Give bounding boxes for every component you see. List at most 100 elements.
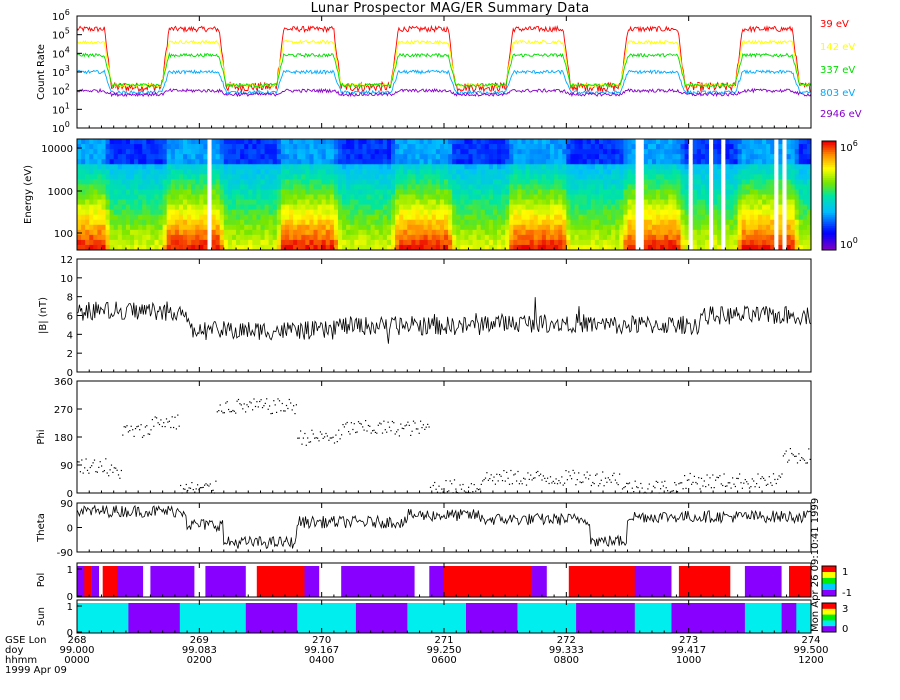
spectrogram-cell xyxy=(399,239,404,246)
phi-point xyxy=(705,486,707,488)
spectrogram-cell xyxy=(782,164,787,170)
spectrogram-cell xyxy=(252,234,257,241)
spectrogram-cell xyxy=(199,149,204,155)
spectrogram-cell xyxy=(138,174,143,180)
phi-point xyxy=(129,430,131,432)
spectrogram-cell xyxy=(415,214,420,221)
spectrogram-cell xyxy=(709,239,714,246)
spectrogram-cell xyxy=(729,139,734,145)
spectrogram-cell xyxy=(488,234,494,241)
phi-point xyxy=(682,488,684,490)
spectrogram-cell xyxy=(419,199,425,205)
spectrogram-cell xyxy=(656,139,661,145)
spectrogram-cell xyxy=(721,234,726,241)
phi-point xyxy=(627,483,629,485)
spectrogram-cell xyxy=(227,204,233,211)
spectrogram-cell xyxy=(117,234,123,241)
spectrogram-cell xyxy=(615,149,620,155)
spectrogram-cell xyxy=(276,149,282,155)
spectrogram-cell xyxy=(545,194,551,200)
spectrogram-cell xyxy=(562,224,567,231)
spectrogram-cell xyxy=(562,159,567,165)
spectrogram-cell xyxy=(439,144,445,150)
spectrogram-cell xyxy=(256,159,261,165)
phi-point xyxy=(566,479,568,481)
phi-point xyxy=(710,487,712,489)
spectrogram-cell xyxy=(305,154,310,160)
spectrogram-cell xyxy=(680,214,685,221)
spectrogram-cell xyxy=(293,184,298,190)
spectrogram-cell xyxy=(166,184,172,190)
spectrogram-cell xyxy=(631,154,637,160)
spectrogram-cell xyxy=(770,209,775,216)
spectrogram-cell xyxy=(688,169,694,175)
spectrogram-cell xyxy=(766,164,771,170)
spectrogram-cell xyxy=(313,224,318,231)
spectrogram-cell xyxy=(448,144,453,150)
spectrogram-cell xyxy=(541,149,547,155)
phi-point xyxy=(216,411,218,413)
phi-point xyxy=(501,480,504,482)
spectrogram-cell xyxy=(187,199,192,205)
polarity-panel-segment xyxy=(205,566,247,597)
spectrogram-cell xyxy=(195,169,200,175)
spectrogram-cell xyxy=(635,214,641,221)
spectrogram-cell xyxy=(125,234,131,241)
spectrogram-cell xyxy=(284,144,290,150)
spectrogram-cell xyxy=(276,219,282,226)
phi-point xyxy=(233,410,235,412)
spectrogram-cell xyxy=(521,164,526,170)
spectrogram-cell xyxy=(753,239,759,246)
spectrogram-cell xyxy=(162,199,168,205)
spectrogram-cell xyxy=(244,159,249,165)
spectrogram-cell xyxy=(786,234,792,241)
spectrogram-cell xyxy=(737,189,743,195)
spectrogram-cell xyxy=(684,159,690,165)
spectrogram-cell xyxy=(231,184,237,190)
spectrogram-cell xyxy=(415,244,420,251)
spectrogram-cell xyxy=(256,144,261,150)
spectrogram-cell xyxy=(329,194,335,200)
spectrogram-cell xyxy=(798,144,804,150)
spectrogram-cell xyxy=(134,139,139,145)
phi-point xyxy=(654,487,656,489)
spectrogram-cell xyxy=(660,229,665,236)
spectrogram-cell xyxy=(656,239,661,246)
spectrogram-cell xyxy=(480,229,486,236)
spectrogram-cell xyxy=(240,149,245,155)
spectrogram-cell xyxy=(390,144,396,150)
phi-point xyxy=(396,431,398,433)
spectrogram-cell xyxy=(162,214,168,221)
spectrogram-cell xyxy=(444,234,449,241)
spectrogram-cell xyxy=(158,244,164,251)
spectrogram-cell xyxy=(574,204,579,211)
spectrogram-cell xyxy=(289,174,294,180)
spectrogram-cell xyxy=(284,174,290,180)
spectrogram-cell xyxy=(444,199,449,205)
phi-point xyxy=(732,477,734,479)
spectrogram-cell xyxy=(709,149,714,155)
spectrogram-cell xyxy=(240,159,245,165)
phi-point xyxy=(212,489,214,491)
spectrogram-cell xyxy=(289,144,294,150)
spectrogram-cell xyxy=(382,219,388,226)
spectrogram-cell xyxy=(313,179,318,185)
spectrogram-cell xyxy=(684,194,690,200)
spectrogram-cell xyxy=(660,204,665,211)
spectrogram-cell xyxy=(639,199,645,205)
spectrogram-cell xyxy=(672,149,677,155)
spectrogram-cell xyxy=(289,239,294,246)
spectrogram-cell xyxy=(211,159,217,165)
spectrogram-cell xyxy=(492,144,498,150)
spectrogram-cell xyxy=(134,144,139,150)
phi-point xyxy=(595,474,597,476)
spectrogram-cell xyxy=(223,229,229,236)
sun-panel-colorbar-cell xyxy=(822,614,836,621)
spectrogram-cell xyxy=(329,159,335,165)
spectrogram-cell xyxy=(607,234,612,241)
spectrogram-cell xyxy=(297,169,302,175)
spectrogram-cell xyxy=(647,164,653,170)
spectrogram-cell xyxy=(794,199,800,205)
phi-point xyxy=(175,428,177,430)
spectrogram-cell xyxy=(550,244,555,251)
